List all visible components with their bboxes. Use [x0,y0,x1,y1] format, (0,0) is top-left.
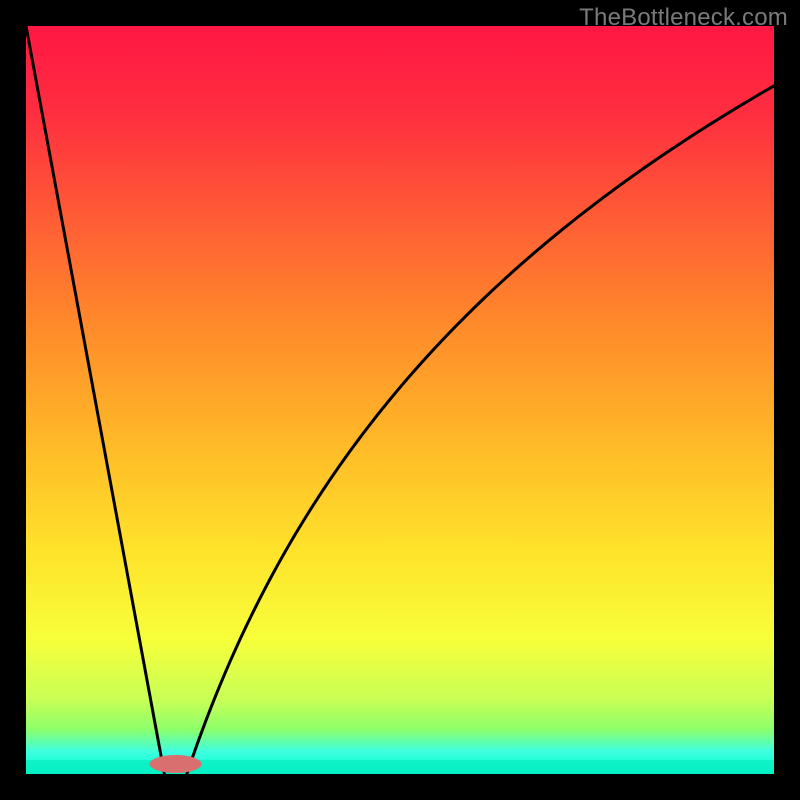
optimal-point-marker [150,755,202,773]
chart-svg [0,0,800,800]
chart-frame: TheBottleneck.com [0,0,800,800]
bottom-green-band [26,760,774,774]
plot-area [26,26,774,774]
